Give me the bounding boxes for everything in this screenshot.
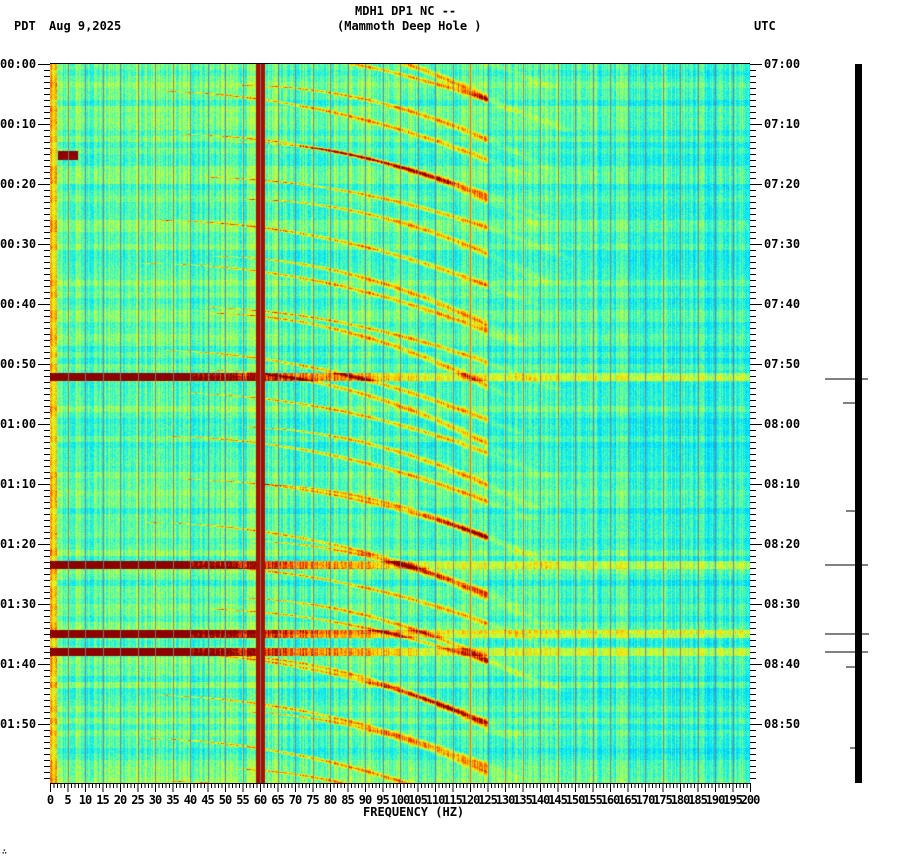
x-tick-label: 150 [565, 793, 586, 807]
x-tick-label: 125 [478, 793, 498, 807]
y-tick-right-label: 08:10 [764, 477, 801, 491]
y-tick-left-label: 00:00 [0, 57, 37, 71]
x-tick-label: 100 [390, 793, 411, 807]
x-axis-title: FREQUENCY (HZ) [363, 805, 465, 819]
date-label: Aug 9,2025 [49, 19, 122, 33]
x-tick-label: 30 [148, 793, 162, 807]
y-tick-right-label: 07:10 [764, 117, 801, 131]
y-tick-right-label: 07:30 [764, 237, 801, 251]
y-tick-left-label: 00:10 [0, 117, 37, 131]
x-tick-label: 60 [253, 793, 267, 807]
y-tick-right-label: 08:20 [764, 537, 801, 551]
x-tick-label: 190 [705, 793, 726, 807]
y-tick-right-label: 07:00 [764, 57, 801, 71]
x-tick-label: 105 [408, 793, 428, 807]
x-tick-label: 185 [688, 793, 708, 807]
y-tick-left-label: 01:00 [0, 417, 37, 431]
x-tick-label: 55 [236, 793, 249, 807]
location-title: (Mammoth Deep Hole ) [337, 19, 482, 33]
spectrogram-plot [50, 64, 750, 783]
x-tick-label: 115 [443, 793, 463, 807]
x-tick-label: 140 [530, 793, 551, 807]
x-tick-label: 175 [653, 793, 673, 807]
x-tick-label: 10 [78, 793, 92, 807]
x-tick-label: 165 [618, 793, 638, 807]
y-tick-left-label: 01:30 [0, 597, 37, 611]
x-tick-label: 45 [201, 793, 214, 807]
x-tick-label: 35 [166, 793, 179, 807]
x-tick-label: 155 [583, 793, 603, 807]
x-tick-label: 200 [740, 793, 761, 807]
y-tick-left-label: 00:20 [0, 177, 37, 191]
x-tick-label: 170 [635, 793, 656, 807]
spectrogram-heatmap [50, 64, 750, 783]
x-tick-label: 15 [96, 793, 109, 807]
x-tick-label: 25 [131, 793, 144, 807]
y-tick-left-label: 01:50 [0, 717, 37, 731]
x-tick-label: 20 [113, 793, 127, 807]
x-tick-label: 145 [548, 793, 568, 807]
y-tick-right-label: 08:50 [764, 717, 801, 731]
x-tick-label: 5 [64, 793, 71, 807]
x-tick-label: 110 [425, 793, 446, 807]
y-tick-right-label: 08:40 [764, 657, 801, 671]
y-tick-right-label: 07:20 [764, 177, 801, 191]
x-tick-label: 195 [723, 793, 743, 807]
left-timezone-label: PDT [14, 19, 36, 33]
y-tick-left-label: 00:30 [0, 237, 37, 251]
y-tick-right-label: 08:30 [764, 597, 801, 611]
x-tick-label: 130 [495, 793, 516, 807]
y-tick-right-label: 08:00 [764, 417, 801, 431]
x-tick-label: 70 [288, 793, 302, 807]
x-tick-label: 95 [376, 793, 389, 807]
x-tick-label: 65 [271, 793, 284, 807]
x-tick-label: 75 [306, 793, 319, 807]
y-tick-left-label: 00:50 [0, 357, 37, 371]
y-tick-left-label: 01:10 [0, 477, 37, 491]
y-tick-left-label: 01:40 [0, 657, 37, 671]
x-tick-label: 120 [460, 793, 481, 807]
y-tick-left-label: 01:20 [0, 537, 37, 551]
corner-mark: ∴ [2, 847, 7, 856]
x-tick-label: 160 [600, 793, 621, 807]
x-tick-label: 50 [218, 793, 232, 807]
x-tick-label: 0 [46, 793, 54, 807]
y-tick-right-label: 07:40 [764, 297, 801, 311]
y-tick-left-label: 00:40 [0, 297, 37, 311]
x-tick-label: 80 [323, 793, 337, 807]
x-tick-label: 135 [513, 793, 533, 807]
right-timezone-label: UTC [754, 19, 776, 33]
x-tick-label: 85 [341, 793, 354, 807]
y-tick-right-label: 07:50 [764, 357, 801, 371]
x-tick-label: 180 [670, 793, 691, 807]
x-tick-label: 40 [183, 793, 197, 807]
station-title: MDH1 DP1 NC -- [355, 4, 457, 18]
x-tick-label: 90 [358, 793, 372, 807]
